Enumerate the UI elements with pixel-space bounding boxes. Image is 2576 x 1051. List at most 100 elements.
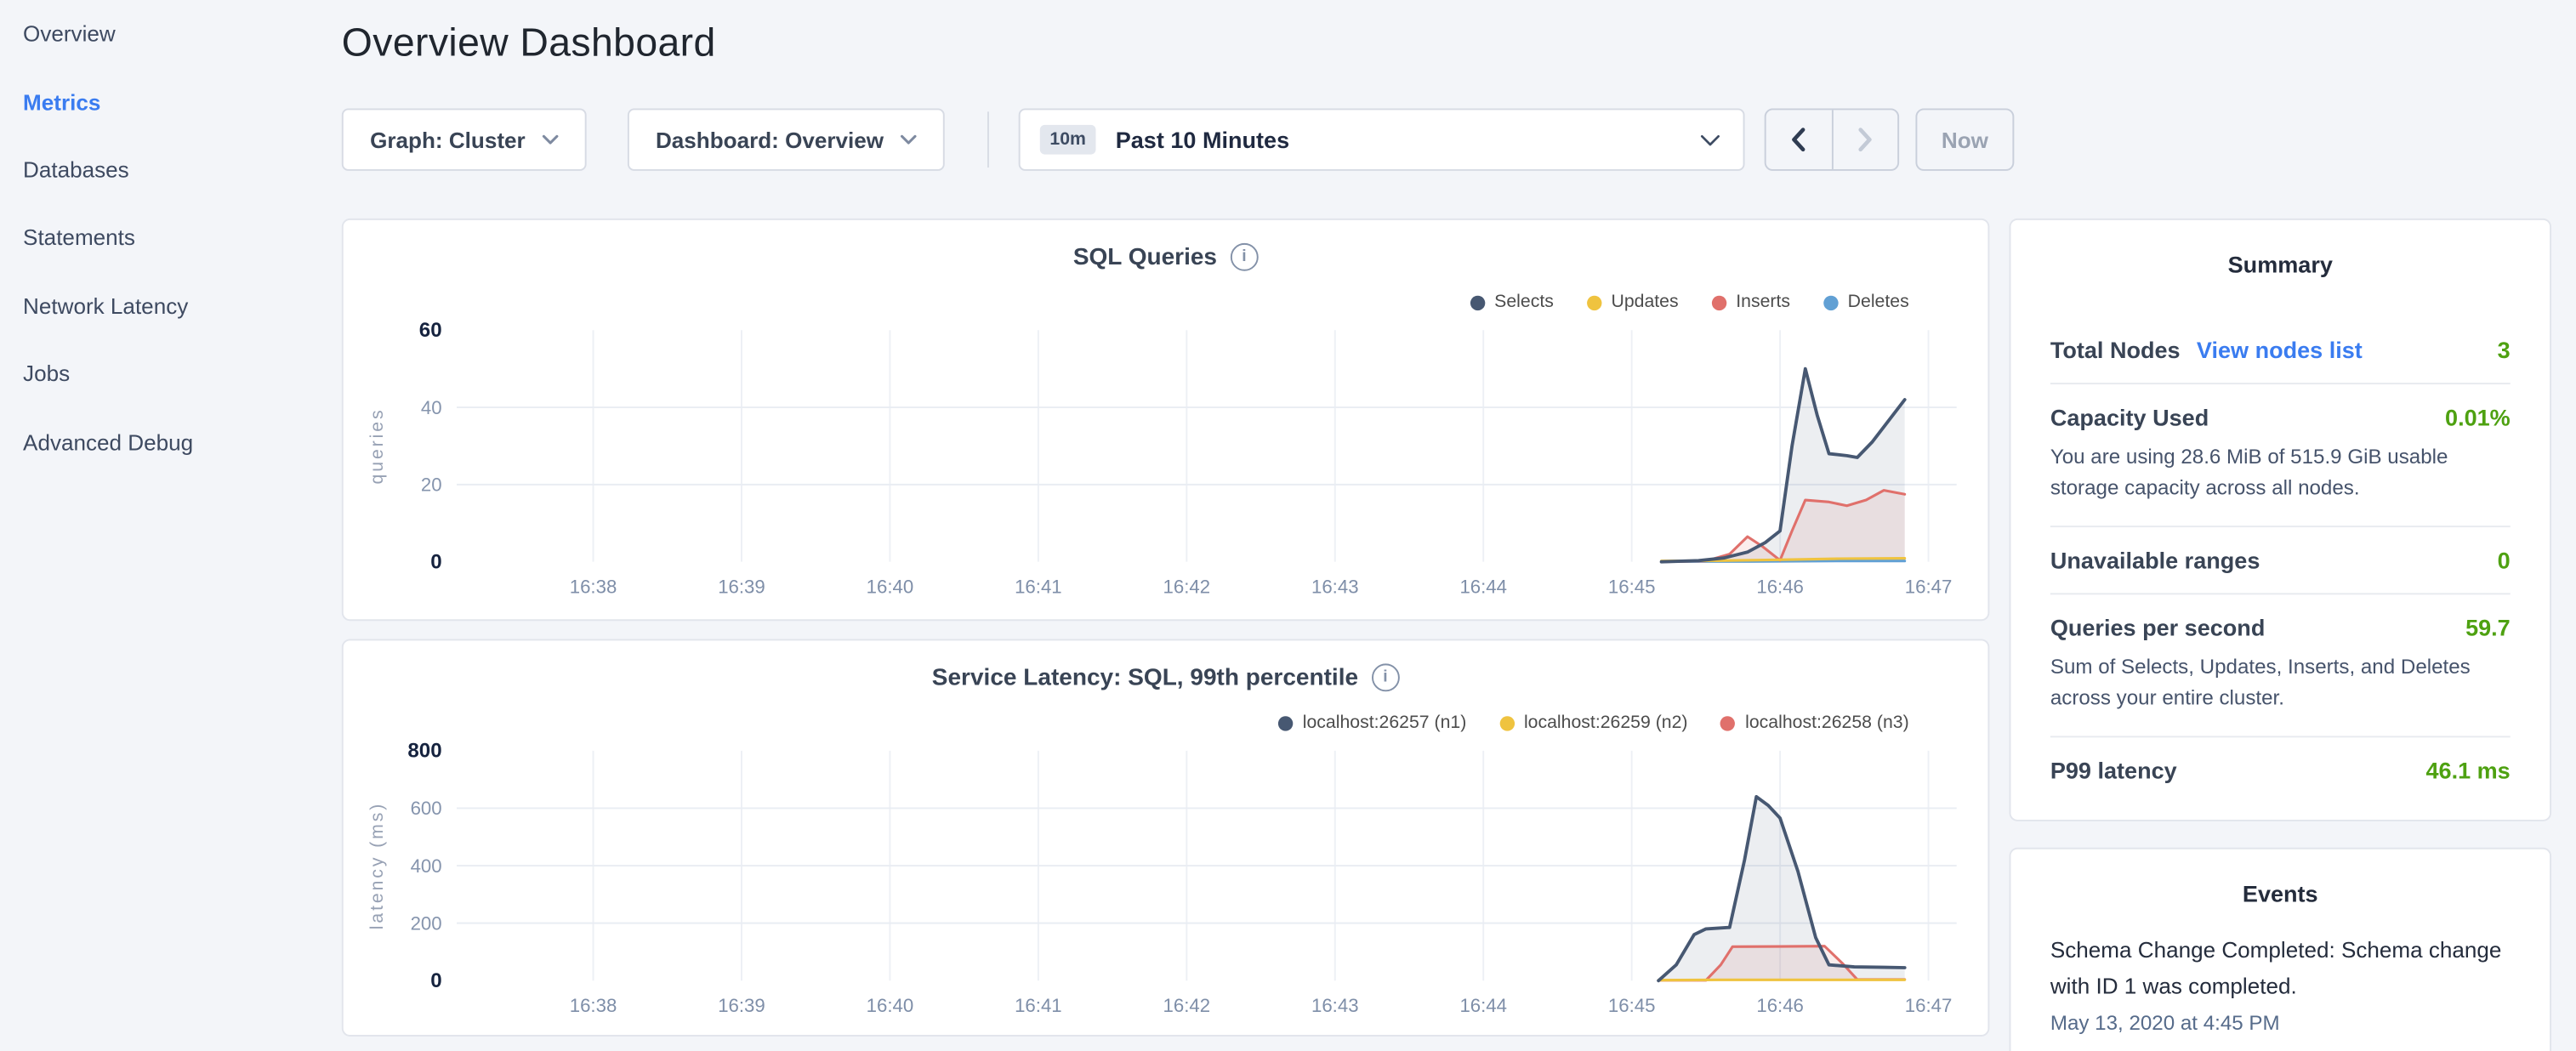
svg-text:16:41: 16:41 <box>1015 995 1062 1016</box>
legend-label: localhost:26257 (n1) <box>1303 713 1467 732</box>
view-nodes-list-link[interactable]: View nodes list <box>2197 337 2363 363</box>
svg-text:600: 600 <box>411 798 442 819</box>
time-nav-group <box>1765 108 1899 170</box>
event-timestamp: May 13, 2020 at 4:45 PM <box>2050 1012 2511 1035</box>
time-range-badge: 10m <box>1040 125 1096 155</box>
summary-row-value: 59.7 <box>2465 614 2511 640</box>
page-title: Overview Dashboard <box>342 21 716 67</box>
sidebar-item-overview[interactable]: Overview <box>0 0 305 68</box>
sidebar-item-databases[interactable]: Databases <box>0 136 305 204</box>
metrics-page: Overview Metrics Databases Statements Ne… <box>0 0 2576 1051</box>
legend-label: localhost:26258 (n3) <box>1745 713 1909 732</box>
now-button[interactable]: Now <box>1915 108 2014 170</box>
summary-row-label: Queries per second <box>2050 614 2266 640</box>
time-range-picker[interactable]: 10m Past 10 Minutes <box>1019 108 1745 170</box>
dashboard-dropdown-label: Dashboard: Overview <box>656 128 884 152</box>
svg-text:16:44: 16:44 <box>1459 576 1507 597</box>
event-message: Schema Change Completed: Schema change w… <box>2050 933 2511 1003</box>
svg-text:60: 60 <box>419 319 442 342</box>
events-panel: Events Schema Change Completed: Schema c… <box>2010 848 2551 1051</box>
legend-label: Selects <box>1494 293 1554 312</box>
graph-dropdown[interactable]: Graph: Cluster <box>342 108 587 170</box>
svg-text:queries: queries <box>367 408 387 485</box>
service-latency-legend: localhost:26257 (n1) localhost:26259 (n2… <box>1278 713 1909 732</box>
legend-label: localhost:26259 (n2) <box>1524 713 1688 732</box>
service-latency-chart-card: Service Latency: SQL, 99th percentile i … <box>342 639 1990 1036</box>
svg-text:16:42: 16:42 <box>1163 995 1211 1016</box>
summary-row-value: 0.01% <box>2445 404 2511 430</box>
summary-row-total-nodes: Total Nodes View nodes list 3 <box>2050 317 2511 384</box>
legend-dot <box>1720 715 1735 730</box>
svg-text:16:40: 16:40 <box>867 576 914 597</box>
legend-label: Deletes <box>1848 293 1909 312</box>
chevron-down-icon <box>1700 134 1720 145</box>
summary-row-label: Unavailable ranges <box>2050 547 2260 573</box>
chart-title-row: SQL Queries i <box>344 243 1988 271</box>
svg-text:16:40: 16:40 <box>867 995 914 1016</box>
legend-item: localhost:26257 (n1) <box>1278 713 1467 732</box>
svg-text:16:38: 16:38 <box>570 576 617 597</box>
svg-text:16:43: 16:43 <box>1311 576 1359 597</box>
legend-dot <box>1499 715 1514 730</box>
summary-panel: Summary Total Nodes View nodes list 3 Ca… <box>2010 219 2551 821</box>
svg-text:16:47: 16:47 <box>1905 995 1953 1016</box>
info-icon[interactable]: i <box>1372 663 1400 691</box>
summary-row-queries-per-second: Queries per second 59.7 Sum of Selects, … <box>2050 594 2511 737</box>
svg-text:16:45: 16:45 <box>1608 576 1656 597</box>
sidebar-item-advanced-debug[interactable]: Advanced Debug <box>0 408 305 476</box>
time-range-label: Past 10 Minutes <box>1116 127 1289 153</box>
chevron-down-icon <box>900 134 916 145</box>
legend-item: Selects <box>1470 293 1554 312</box>
info-icon[interactable]: i <box>1230 243 1258 271</box>
sidebar: Overview Metrics Databases Statements Ne… <box>0 0 305 1051</box>
summary-row-description: You are using 28.6 MiB of 515.9 GiB usab… <box>2050 442 2511 506</box>
legend-dot <box>1470 295 1484 310</box>
svg-text:40: 40 <box>421 397 442 418</box>
summary-title: Summary <box>2050 252 2511 278</box>
sql-queries-chart-title: SQL Queries <box>1073 244 1217 270</box>
summary-row-description: Sum of Selects, Updates, Inserts, and De… <box>2050 651 2511 715</box>
svg-text:16:38: 16:38 <box>570 995 617 1016</box>
summary-row-value: 0 <box>2498 547 2511 573</box>
sidebar-item-statements[interactable]: Statements <box>0 204 305 272</box>
summary-row-unavailable-ranges: Unavailable ranges 0 <box>2050 527 2511 594</box>
chevron-down-icon <box>542 134 558 145</box>
legend-dot <box>1278 715 1293 730</box>
chart-title-row: Service Latency: SQL, 99th percentile i <box>344 663 1988 691</box>
chevron-left-icon <box>1789 127 1807 153</box>
events-title: Events <box>2050 880 2511 906</box>
svg-text:16:46: 16:46 <box>1756 995 1804 1016</box>
sidebar-item-metrics[interactable]: Metrics <box>0 68 305 136</box>
sql-queries-chart-canvas: 16:3816:3916:4016:4116:4216:4316:4416:45… <box>344 319 1992 615</box>
legend-label: Inserts <box>1736 293 1790 312</box>
legend-dot <box>1711 295 1726 310</box>
legend-item: Deletes <box>1823 293 1909 312</box>
sidebar-item-network-latency[interactable]: Network Latency <box>0 272 305 340</box>
svg-text:latency (ms): latency (ms) <box>367 802 387 929</box>
svg-text:400: 400 <box>411 855 442 877</box>
sql-queries-legend: Selects Updates Inserts Deletes <box>1470 293 1909 312</box>
summary-row-capacity-used: Capacity Used 0.01% You are using 28.6 M… <box>2050 384 2511 527</box>
chevron-right-icon <box>1856 127 1874 153</box>
legend-item: localhost:26259 (n2) <box>1499 713 1688 732</box>
svg-text:200: 200 <box>411 912 442 934</box>
event-item[interactable]: Schema Change Completed: Schema change w… <box>2050 933 2511 1035</box>
summary-row-p99-latency: P99 latency 46.1 ms <box>2050 736 2511 802</box>
svg-text:16:46: 16:46 <box>1756 576 1804 597</box>
summary-row-label: P99 latency <box>2050 757 2177 783</box>
dashboard-dropdown[interactable]: Dashboard: Overview <box>628 108 945 170</box>
sidebar-item-jobs[interactable]: Jobs <box>0 340 305 408</box>
svg-text:16:39: 16:39 <box>718 576 765 597</box>
service-latency-chart-title: Service Latency: SQL, 99th percentile <box>932 664 1358 690</box>
service-latency-chart-canvas: 16:3816:3916:4016:4116:4216:4316:4416:45… <box>344 739 1992 1035</box>
svg-text:0: 0 <box>430 550 441 573</box>
svg-text:16:45: 16:45 <box>1608 995 1656 1016</box>
svg-text:800: 800 <box>407 740 441 763</box>
svg-text:16:39: 16:39 <box>718 995 765 1016</box>
legend-item: localhost:26258 (n3) <box>1720 713 1909 732</box>
legend-dot <box>1823 295 1838 310</box>
summary-row-value: 3 <box>2498 337 2511 363</box>
svg-text:20: 20 <box>421 474 442 496</box>
time-prev-button[interactable] <box>1766 110 1833 169</box>
time-next-button[interactable] <box>1833 110 1897 169</box>
